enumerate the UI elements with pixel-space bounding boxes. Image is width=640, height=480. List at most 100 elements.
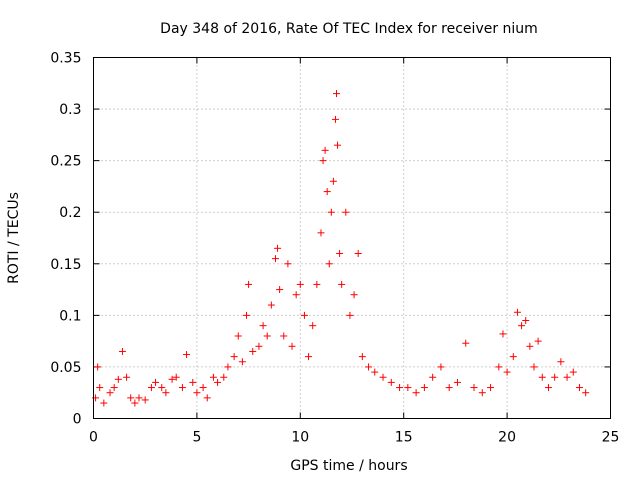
data-point <box>135 394 143 402</box>
data-point <box>354 249 362 257</box>
data-point <box>284 260 292 268</box>
data-point <box>563 373 571 381</box>
data-point <box>569 368 577 376</box>
data-point <box>317 229 325 237</box>
data-point <box>203 394 211 402</box>
data-point <box>220 373 228 381</box>
data-point <box>230 353 238 361</box>
data-point <box>183 351 191 359</box>
data-point <box>296 280 304 288</box>
y-tick-label: 0.3 <box>59 102 81 118</box>
data-point <box>94 363 102 371</box>
data-point <box>332 90 340 98</box>
data-point <box>522 317 530 325</box>
data-point <box>503 368 511 376</box>
data-point <box>209 373 217 381</box>
data-point <box>162 389 170 397</box>
data-point <box>557 358 565 366</box>
x-tick-label: 25 <box>602 430 620 446</box>
data-point <box>152 378 160 386</box>
data-point <box>453 378 461 386</box>
data-point <box>243 311 251 319</box>
data-point <box>224 363 232 371</box>
data-point <box>509 353 517 361</box>
data-point <box>582 389 590 397</box>
x-tick-label: 0 <box>89 430 98 446</box>
data-point <box>323 188 331 196</box>
data-point <box>327 208 335 216</box>
data-point <box>271 255 279 263</box>
data-point <box>172 373 180 381</box>
data-point <box>396 384 404 392</box>
data-point <box>274 244 282 252</box>
data-point <box>371 368 379 376</box>
data-point <box>338 280 346 288</box>
data-point <box>544 384 552 392</box>
data-point <box>280 332 288 340</box>
data-point <box>387 378 395 386</box>
data-point <box>141 396 149 404</box>
y-tick-label: 0.05 <box>50 360 81 376</box>
y-tick-label: 0.25 <box>50 154 81 170</box>
y-tick-label: 0.1 <box>59 308 81 324</box>
data-point <box>342 208 350 216</box>
data-point <box>358 353 366 361</box>
data-point <box>551 373 559 381</box>
data-point <box>329 177 337 185</box>
data-point <box>158 384 166 392</box>
x-tick-label: 20 <box>498 430 516 446</box>
data-point <box>499 330 507 338</box>
data-point <box>478 389 486 397</box>
data-point <box>379 373 387 381</box>
data-point <box>288 342 296 350</box>
data-point <box>234 332 242 340</box>
data-point <box>336 249 344 257</box>
data-point <box>300 311 308 319</box>
data-point <box>404 384 412 392</box>
data-point <box>518 322 526 330</box>
data-point <box>305 353 313 361</box>
data-point <box>110 384 118 392</box>
data-point <box>437 363 445 371</box>
data-point <box>245 280 253 288</box>
data-point <box>263 332 271 340</box>
data-point <box>214 378 222 386</box>
data-point <box>331 115 339 123</box>
data-point <box>445 384 453 392</box>
data-point <box>313 280 321 288</box>
data-point <box>259 322 267 330</box>
x-tick-label: 15 <box>395 430 413 446</box>
y-tick-label: 0.35 <box>50 51 81 67</box>
y-tick-label: 0.2 <box>59 205 81 221</box>
data-point <box>147 384 155 392</box>
data-point <box>429 373 437 381</box>
axis-ticks: 0 5 10 15 20 25 0 0.05 0.1 0.15 0.2 0.25 0.3 0.35 <box>50 51 619 446</box>
data-points <box>92 90 590 407</box>
data-point <box>178 384 186 392</box>
data-point <box>538 373 546 381</box>
data-point <box>168 375 176 383</box>
data-point <box>114 375 122 383</box>
x-axis-label: GPS time / hours <box>290 458 407 474</box>
data-point <box>470 384 478 392</box>
data-point <box>193 389 201 397</box>
data-point <box>255 342 263 350</box>
data-point <box>127 394 135 402</box>
data-point <box>321 146 329 154</box>
data-point <box>334 141 342 149</box>
data-point <box>118 347 126 355</box>
y-tick-label: 0 <box>73 412 82 428</box>
x-tick-label: 10 <box>291 430 309 446</box>
data-point <box>276 286 284 294</box>
data-point <box>487 384 495 392</box>
data-point <box>189 378 197 386</box>
data-point <box>530 363 538 371</box>
data-point <box>238 358 246 366</box>
data-point <box>100 399 108 407</box>
data-point <box>267 301 275 309</box>
data-point <box>350 291 358 299</box>
data-point <box>513 308 521 316</box>
data-point <box>131 399 139 407</box>
data-point <box>346 311 354 319</box>
